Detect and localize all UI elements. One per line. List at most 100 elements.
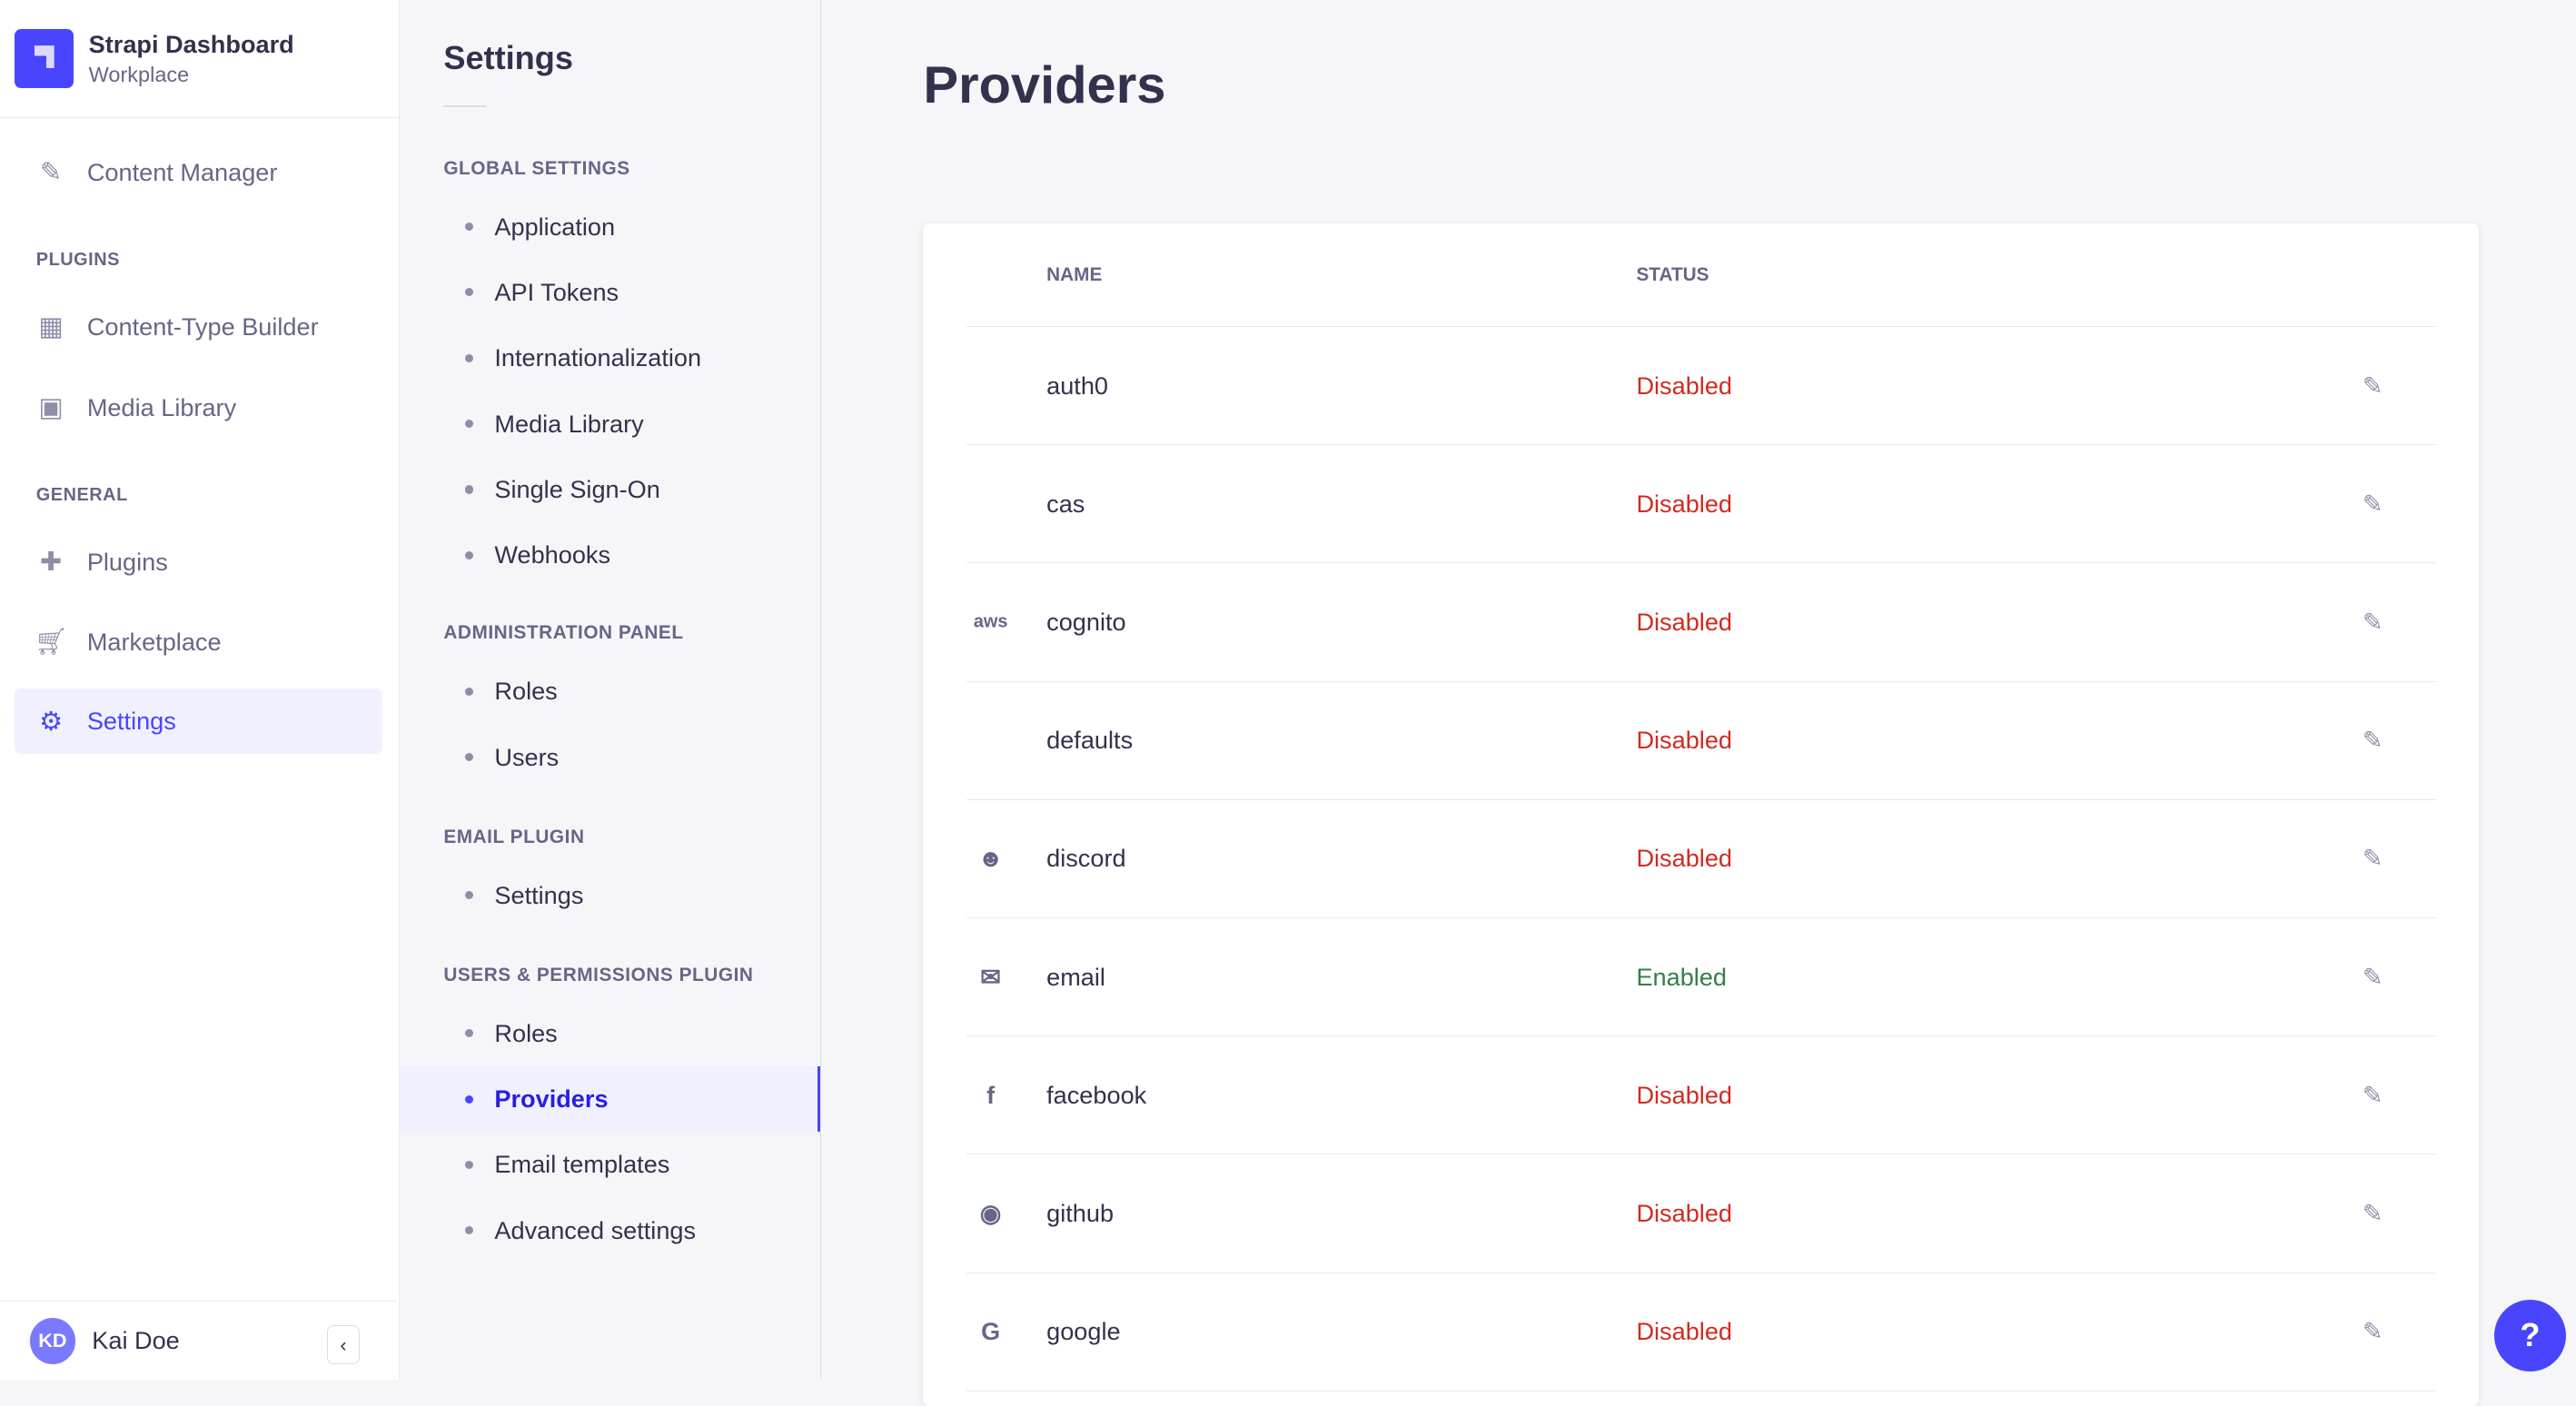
status-badge: Disabled [1636, 844, 1732, 873]
provider-name: defaults [1046, 726, 1134, 755]
status-badge: Disabled [1636, 1317, 1732, 1346]
column-name: NAME [1046, 264, 1103, 286]
settings-link[interactable]: Application [400, 193, 820, 259]
settings-link-label: Single Sign-On [494, 474, 660, 503]
table-row: defaults Disabled ✎ [966, 682, 2437, 800]
avatar: KD [29, 1318, 76, 1364]
provider-name: facebook [1046, 1080, 1147, 1109]
pencil-icon[interactable]: ✎ [2362, 726, 2383, 755]
settings-subnav: Settings GLOBAL SETTINGS Application API T… [399, 0, 822, 1381]
settings-link-label: Providers [494, 1084, 609, 1114]
main-nav: Strapi Dashboard Workplace ✎ Content Mana… [0, 0, 400, 1381]
settings-link-label: Email templates [494, 1150, 670, 1179]
providers-table: NAME STATUS auth0 Disabled ✎ cas Disabled ✎ aw… [923, 223, 2480, 1406]
settings-link-label: Advanced settings [494, 1215, 697, 1244]
help-button[interactable]: ? [2493, 1299, 2567, 1372]
settings-link-label: Media Library [494, 409, 644, 438]
settings-link[interactable]: API Tokens [400, 260, 820, 325]
discord-icon: ☻ [977, 844, 1004, 873]
provider-name: auth0 [1046, 371, 1109, 400]
settings-title: Settings [443, 39, 573, 77]
nav-label: Marketplace [86, 628, 222, 657]
settings-section-label: GLOBAL SETTINGS [443, 157, 630, 179]
settings-link[interactable]: Media Library [400, 391, 820, 456]
page-title: Providers [923, 56, 1166, 115]
envelope-icon: ✉ [980, 962, 1001, 991]
nav-content-manager[interactable]: ✎ Content Manager [15, 140, 382, 205]
brand: Strapi Dashboard Workplace [0, 0, 399, 119]
settings-link-label: Users [494, 742, 560, 771]
cart-icon: 🛒︎ [34, 628, 68, 658]
strapi-logo-icon [15, 29, 74, 89]
nav-media-library[interactable]: ▣ Media Library [15, 374, 382, 440]
nav-label: Content-Type Builder [86, 312, 319, 341]
settings-link[interactable]: Providers [399, 1065, 820, 1133]
nav-label: Settings [86, 707, 176, 736]
provider-name: cognito [1046, 607, 1126, 636]
table-header: NAME STATUS [966, 223, 2437, 327]
settings-link[interactable]: Email templates [400, 1132, 820, 1197]
nav-marketplace[interactable]: 🛒︎ Marketplace [15, 609, 382, 675]
google-icon: G [981, 1317, 1001, 1346]
divider [443, 104, 487, 107]
nav-content-type-builder[interactable]: ▦ Content-Type Builder [15, 294, 382, 360]
settings-link-label: Internationalization [494, 343, 702, 372]
settings-link[interactable]: Webhooks [400, 522, 820, 588]
provider-name: google [1046, 1317, 1121, 1346]
settings-link[interactable]: Settings [400, 863, 820, 928]
settings-section-label: USERS & PERMISSIONS PLUGIN [443, 964, 754, 985]
provider-name: email [1046, 962, 1105, 991]
picture-icon: ▣ [38, 393, 64, 423]
pencil-icon[interactable]: ✎ [2362, 1317, 2383, 1346]
brand-title: Strapi Dashboard [88, 30, 294, 59]
settings-link-label: Roles [494, 1018, 558, 1047]
table-row: f facebook Disabled ✎ [966, 1036, 2437, 1155]
pencil-icon[interactable]: ✎ [2362, 1080, 2383, 1109]
pencil-icon[interactable]: ✎ [2362, 962, 2383, 991]
layout-icon: ▦ [38, 312, 64, 342]
table-row: ☻ discord Disabled ✎ [966, 800, 2437, 919]
provider-name: cas [1046, 489, 1085, 518]
pencil-icon[interactable]: ✎ [2362, 607, 2383, 636]
status-badge: Disabled [1636, 726, 1732, 755]
settings-link-label: Application [494, 212, 616, 241]
nav-section-plugins: PLUGINS [35, 249, 120, 270]
nav-label: Plugins [86, 547, 168, 576]
table-row: aws cognito Disabled ✎ [966, 563, 2437, 682]
user-name: Kai Doe [92, 1326, 180, 1355]
pencil-icon[interactable]: ✎ [2362, 371, 2383, 400]
table-row: auth0 Disabled ✎ [966, 327, 2437, 446]
github-icon: ◉ [979, 1199, 1002, 1228]
user-menu[interactable]: KD Kai Doe ‹ [0, 1301, 398, 1380]
status-badge: Enabled [1636, 962, 1727, 991]
pencil-icon[interactable]: ✎ [2362, 1199, 2383, 1228]
settings-link[interactable]: Single Sign-On [400, 457, 820, 522]
pencil-icon[interactable]: ✎ [2362, 489, 2383, 518]
table-row: ◉ github Disabled ✎ [966, 1155, 2437, 1273]
settings-link-label: Roles [494, 677, 558, 706]
status-badge: Disabled [1636, 607, 1732, 636]
feather-icon: ✎ [39, 158, 63, 188]
provider-name: discord [1046, 844, 1126, 873]
pencil-icon[interactable]: ✎ [2362, 844, 2383, 873]
settings-link[interactable]: Internationalization [400, 325, 820, 391]
nav-section-general: GENERAL [35, 484, 128, 505]
brand-subtitle: Workplace [88, 62, 190, 86]
provider-name: github [1046, 1199, 1115, 1228]
nav-label: Media Library [86, 392, 237, 421]
puzzle-icon: ✚ [39, 548, 63, 578]
settings-link-label: API Tokens [494, 277, 619, 306]
collapse-nav-button[interactable]: ‹ [326, 1324, 361, 1365]
settings-link[interactable]: Roles [400, 1000, 820, 1065]
settings-link[interactable]: Roles [400, 658, 820, 724]
facebook-icon: f [986, 1080, 996, 1109]
aws-icon: aws [973, 611, 1008, 632]
gear-icon: ⚙ [39, 707, 63, 737]
nav-settings[interactable]: ⚙ Settings [15, 688, 383, 755]
chevron-left-icon: ‹ [340, 1332, 347, 1356]
settings-link[interactable]: Users [400, 725, 820, 790]
status-badge: Disabled [1636, 1080, 1732, 1109]
settings-link[interactable]: Advanced settings [400, 1198, 820, 1263]
nav-plugins[interactable]: ✚ Plugins [15, 529, 382, 594]
